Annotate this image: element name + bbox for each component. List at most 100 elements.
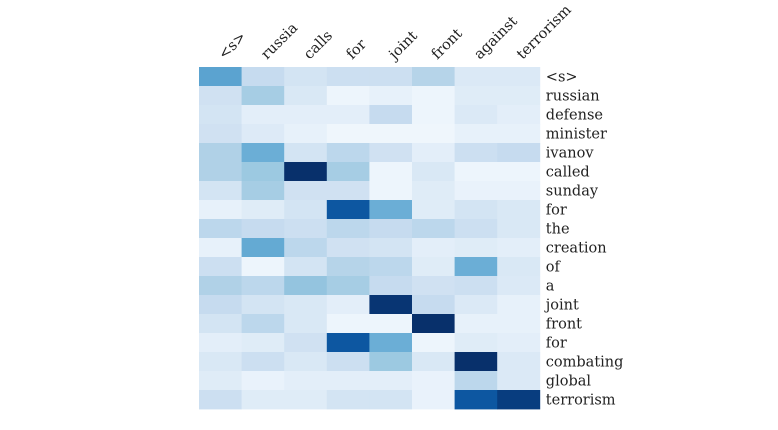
- heatmap-cell: [241, 86, 285, 106]
- heatmap-cell: [284, 314, 328, 334]
- heatmap-cell: [497, 238, 541, 258]
- heatmap-cell: [326, 295, 370, 315]
- heatmap-cell: [326, 181, 370, 201]
- heatmap-cell: [326, 352, 370, 372]
- heatmap-cell: [284, 181, 328, 201]
- heatmap-cell: [199, 276, 242, 296]
- heatmap-cell: [369, 162, 413, 182]
- heatmap-cell: [412, 200, 455, 220]
- heatmap-cell: [241, 371, 285, 391]
- heatmap-cell: [454, 238, 498, 258]
- heatmap-cell: [326, 333, 370, 353]
- heatmap-cell: [284, 219, 328, 239]
- y-tick-label: creation: [546, 241, 607, 257]
- heatmap-cell: [326, 124, 370, 144]
- y-tick-label: defense: [546, 108, 603, 124]
- heatmap-cell: [497, 314, 541, 334]
- heatmap-cell: [497, 333, 541, 353]
- heatmap-cell: [284, 200, 328, 220]
- heatmap-cell: [497, 143, 541, 163]
- heatmap-cell: [369, 295, 413, 315]
- heatmap-cell: [497, 219, 541, 239]
- heatmap-cell: [326, 200, 370, 220]
- heatmap-cell: [284, 295, 328, 315]
- y-tick-label: minister: [546, 127, 607, 143]
- heatmap-cell: [412, 352, 455, 372]
- heatmap-cell: [199, 143, 242, 163]
- y-tick-label: russian: [546, 89, 600, 105]
- y-tick-label: a: [546, 279, 555, 295]
- heatmap-cell: [497, 200, 541, 220]
- heatmap-cell: [497, 276, 541, 296]
- heatmap-cell: [369, 181, 413, 201]
- heatmap-cell: [284, 105, 328, 125]
- heatmap-cell: [369, 67, 413, 87]
- heatmap-cell: [454, 333, 498, 353]
- x-tick-label: terrorism: [514, 2, 575, 63]
- x-axis-labels: <s> russia calls for joint front againstterror…: [216, 2, 575, 64]
- heatmap-cell: [241, 257, 285, 277]
- heatmap-cell: [326, 390, 370, 410]
- heatmap-cell: [497, 257, 541, 277]
- heatmap-cell: [284, 371, 328, 391]
- heatmap-cell: [241, 124, 285, 144]
- heatmap-cell: [369, 257, 413, 277]
- heatmap-cell: [454, 67, 498, 87]
- heatmap-cell: [454, 219, 498, 239]
- y-tick-label: <s>: [546, 70, 578, 86]
- x-tick-label: for: [344, 37, 370, 63]
- heatmap-cell: [199, 333, 242, 353]
- heatmap-cell: [497, 295, 541, 315]
- heatmap-cell: [241, 390, 285, 410]
- heatmap-cell: [412, 390, 455, 410]
- heatmap-cell: [369, 105, 413, 125]
- heatmap-cell: [454, 124, 498, 144]
- heatmap-cell: [369, 371, 413, 391]
- heatmap-cell: [241, 238, 285, 258]
- heatmap-cell: [497, 124, 541, 144]
- y-tick-label: global: [546, 374, 592, 390]
- heatmap-cell: [369, 333, 413, 353]
- heatmap-cell: [454, 181, 498, 201]
- heatmap-cell: [369, 238, 413, 258]
- heatmap-cell: [241, 105, 285, 125]
- heatmap-cell: [241, 314, 285, 334]
- heatmap-cell: [199, 162, 242, 182]
- heatmap-cell: [497, 390, 541, 410]
- heatmap-cell: [497, 352, 541, 372]
- heatmap-cell: [199, 314, 242, 334]
- y-axis-labels: <s> russian defense minister ivanov called sun…: [544, 70, 624, 409]
- heatmap-cell: [412, 314, 455, 334]
- heatmap-cell: [412, 333, 455, 353]
- y-tick-label: sunday: [546, 184, 599, 200]
- heatmap-cell: [241, 352, 285, 372]
- heatmap-cell: [412, 219, 455, 239]
- heatmap-cell: [241, 67, 285, 87]
- heatmap-cell: [284, 352, 328, 372]
- heatmap-cell: [241, 162, 285, 182]
- heatmap-cell: [369, 276, 413, 296]
- heatmap-cell: [454, 314, 498, 334]
- heatmap-cell: [369, 143, 413, 163]
- heatmap-cell: [326, 238, 370, 258]
- heatmap-cell: [199, 371, 242, 391]
- heatmap-cell: [369, 219, 413, 239]
- y-tick-label: called: [546, 165, 590, 181]
- heatmap-cell: [369, 124, 413, 144]
- heatmap-cell: [454, 143, 498, 163]
- heatmap-cell: [241, 181, 285, 201]
- heatmap-cell: [241, 219, 285, 239]
- heatmap-cell: [199, 257, 242, 277]
- x-tick-label: against: [471, 13, 520, 62]
- heatmap-cell: [326, 314, 370, 334]
- heatmap-cell: [284, 162, 328, 182]
- heatmap-cell: [369, 352, 413, 372]
- x-tick-label: front: [429, 26, 466, 63]
- y-tick-label: for: [546, 203, 567, 219]
- heatmap-cell: [497, 181, 541, 201]
- heatmap-cell: [454, 371, 498, 391]
- heatmap-cell: [369, 86, 413, 106]
- y-tick-label: of: [546, 260, 562, 276]
- heatmap-cell: [199, 124, 242, 144]
- heatmap-cell: [497, 162, 541, 182]
